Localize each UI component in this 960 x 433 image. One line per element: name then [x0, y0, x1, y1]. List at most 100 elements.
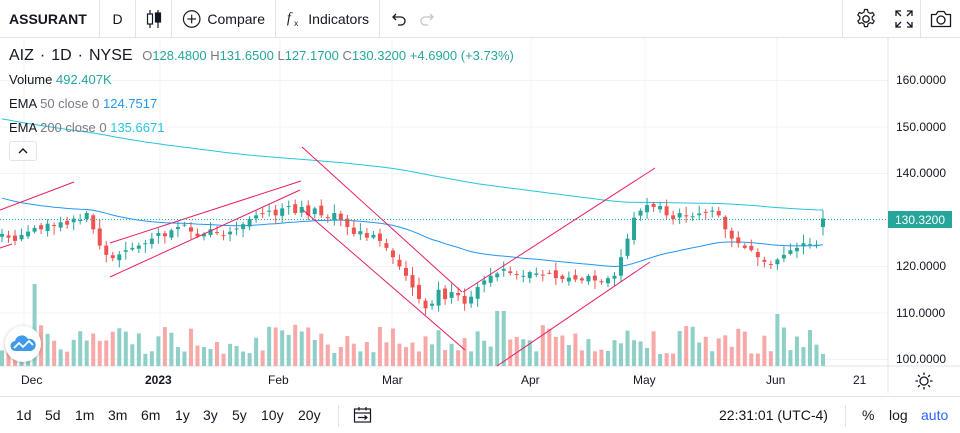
- candle-body: [736, 237, 741, 244]
- x-tick-label: Mar: [382, 373, 403, 387]
- range-20y[interactable]: 20y: [298, 407, 321, 423]
- ema50-legend[interactable]: EMA 50 close 0 124.7517: [9, 96, 157, 111]
- volume-bar: [91, 333, 96, 366]
- candle-body: [462, 295, 467, 304]
- candle-body: [26, 231, 31, 237]
- volume-bar: [6, 351, 11, 366]
- redo-icon[interactable]: [420, 12, 436, 26]
- x-tick-label: 2023: [145, 373, 172, 387]
- ema200-line: [1, 118, 824, 211]
- candle-body: [664, 206, 669, 216]
- volume-bar: [703, 336, 708, 366]
- range-1y[interactable]: 1y: [175, 407, 190, 423]
- volume-bar: [508, 339, 513, 366]
- interval-button[interactable]: D: [100, 0, 136, 38]
- volume-bar: [32, 284, 37, 366]
- brand-logo[interactable]: [5, 326, 41, 362]
- volume-bar: [371, 352, 376, 366]
- candle-body: [762, 259, 767, 262]
- volume-bar: [195, 345, 200, 366]
- volume-bar: [736, 328, 741, 366]
- legend-symbol[interactable]: AIZ: [9, 47, 34, 64]
- indicators-button[interactable]: f x Indicators: [276, 0, 380, 38]
- compare-label: Compare: [207, 10, 265, 27]
- candle-body: [306, 205, 311, 216]
- snapshot-button[interactable]: [920, 0, 960, 38]
- fullscreen-button[interactable]: [888, 0, 920, 38]
- divider: [338, 405, 339, 427]
- volume-bar: [443, 350, 448, 366]
- auto-scale-toggle[interactable]: auto: [921, 407, 949, 423]
- volume-bar: [677, 331, 682, 366]
- volume-bar: [175, 347, 180, 366]
- goto-date-button[interactable]: [353, 406, 372, 427]
- candle-body: [566, 277, 571, 282]
- candle-body: [592, 275, 597, 281]
- candle-body: [677, 213, 682, 218]
- range-6m[interactable]: 6m: [141, 407, 161, 423]
- volume-bar: [794, 336, 799, 366]
- candle-body: [443, 288, 448, 300]
- volume-bar: [351, 343, 356, 366]
- settings-button[interactable]: [842, 0, 888, 38]
- volume-bar: [130, 344, 135, 366]
- range-1m[interactable]: 1m: [75, 407, 95, 423]
- candle-body: [345, 218, 350, 227]
- range-3y[interactable]: 3y: [203, 407, 218, 423]
- candle-body: [553, 270, 558, 279]
- candle-body: [755, 251, 760, 258]
- ema200-legend[interactable]: EMA 200 close 0 135.6671: [9, 120, 164, 135]
- x-tick-label: May: [633, 373, 656, 387]
- range-3m[interactable]: 3m: [108, 407, 128, 423]
- clock-timezone[interactable]: 22:31:01 (UTC-4): [719, 407, 828, 423]
- volume-legend[interactable]: Volume 492.407K: [9, 72, 112, 87]
- volume-bar: [755, 353, 760, 366]
- range-10y[interactable]: 10y: [261, 407, 284, 423]
- candle-body: [117, 254, 122, 261]
- volume-bar: [671, 353, 676, 366]
- log-toggle[interactable]: log: [889, 407, 908, 423]
- candle-body: [807, 244, 812, 246]
- candle-body: [149, 238, 154, 245]
- ema50-line: [1, 197, 824, 268]
- undo-redo-group: [380, 0, 446, 38]
- price-chart[interactable]: [0, 38, 960, 396]
- legend-o-val: 128.4800: [152, 48, 207, 63]
- chart-type-button[interactable]: [136, 0, 172, 38]
- candle-body: [156, 233, 161, 236]
- range-5y[interactable]: 5y: [232, 407, 247, 423]
- x-tick-label: Apr: [521, 373, 540, 387]
- undo-icon[interactable]: [390, 12, 406, 26]
- ema50-params: 50 close 0: [40, 96, 100, 111]
- legend-collapse-button[interactable]: [9, 141, 37, 161]
- candle-body: [312, 208, 317, 215]
- candle-body: [645, 205, 650, 213]
- volume-bar: [260, 350, 265, 366]
- trendline: [302, 209, 466, 351]
- candle-body: [384, 243, 389, 248]
- trendline: [0, 243, 13, 249]
- ohlc-legend: AIZ · 1D · NYSE O128.4800 H131.6500 L127.170…: [9, 47, 514, 65]
- y-tick-label: 160.0000: [896, 73, 947, 87]
- range-1d[interactable]: 1d: [16, 407, 32, 423]
- symbol-search[interactable]: ASSURANT: [0, 0, 100, 38]
- volume-bar: [801, 347, 806, 366]
- range-5d[interactable]: 5d: [45, 407, 61, 423]
- axis-settings-button[interactable]: [914, 371, 934, 396]
- volume-bar: [201, 347, 206, 366]
- candle-body: [130, 247, 135, 250]
- chevron-up-icon: [18, 148, 28, 154]
- candle-body: [338, 213, 343, 220]
- svg-text:x: x: [294, 19, 298, 28]
- volume-bar: [612, 340, 617, 366]
- legend-h-val: 131.6500: [219, 48, 274, 63]
- volume-bar: [729, 346, 734, 366]
- candle-body: [671, 215, 676, 220]
- percent-toggle[interactable]: %: [862, 407, 875, 423]
- legend-l-key: L: [277, 48, 285, 63]
- y-tick-label: 120.0000: [896, 259, 947, 273]
- compare-button[interactable]: Compare: [172, 0, 276, 38]
- candle-body: [195, 233, 200, 237]
- volume-bar: [521, 339, 526, 366]
- volume-bar: [273, 327, 278, 366]
